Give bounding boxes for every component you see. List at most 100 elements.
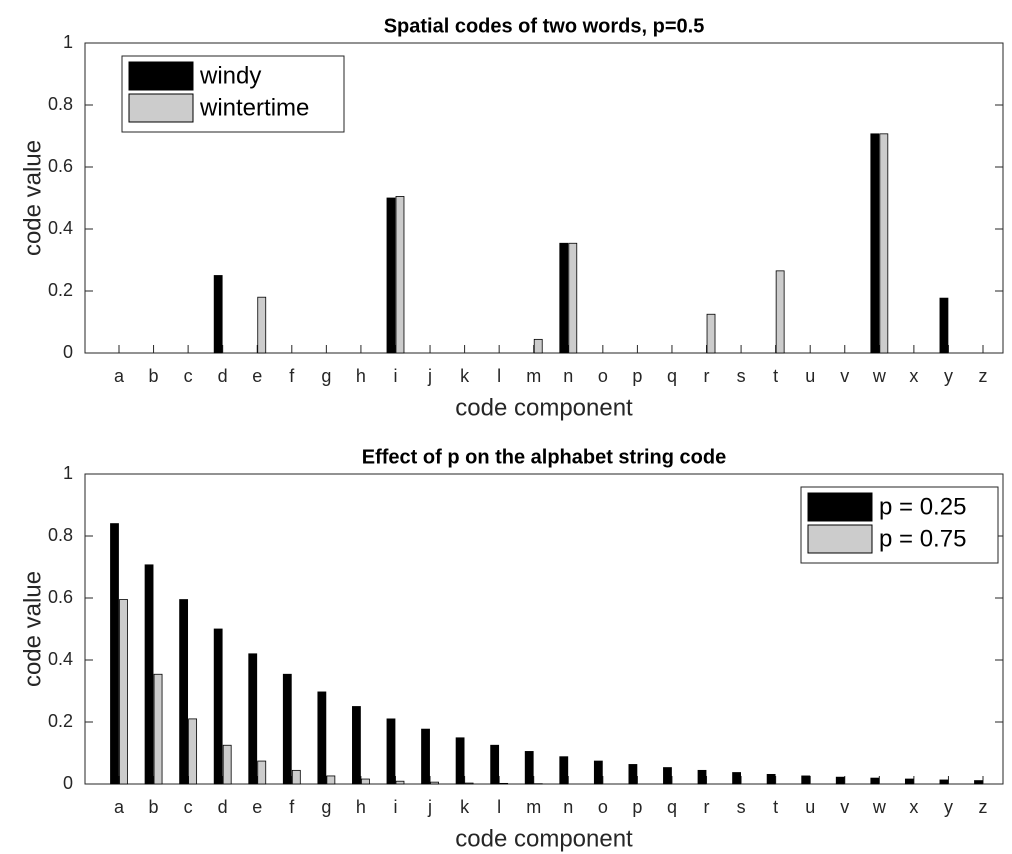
- x-tick-label: p: [632, 366, 642, 386]
- bar: [835, 776, 845, 785]
- legend-swatch: [128, 93, 194, 123]
- x-tick-label: j: [427, 366, 432, 386]
- bar: [386, 197, 396, 354]
- bar: [775, 270, 785, 354]
- x-tick-label: p: [632, 797, 642, 817]
- bar: [801, 775, 811, 785]
- x-tick-label: u: [805, 797, 815, 817]
- bar: [732, 772, 741, 785]
- x-tick-label: q: [667, 366, 677, 386]
- bar: [879, 133, 889, 354]
- bar: [291, 769, 301, 785]
- bar: [628, 764, 638, 785]
- x-tick-label: m: [526, 366, 541, 386]
- axes-box: [84, 473, 1004, 785]
- bar: [213, 628, 223, 785]
- bar: [766, 773, 776, 785]
- y-tick-label: 1: [63, 32, 73, 52]
- x-tick-label: e: [252, 366, 262, 386]
- bar: [110, 523, 119, 785]
- x-tick-label: k: [460, 366, 470, 386]
- x-tick-label: a: [114, 366, 125, 386]
- bar: [870, 133, 880, 354]
- x-tick-label: r: [704, 797, 710, 817]
- x-tick-label: f: [289, 366, 295, 386]
- x-tick-label: b: [149, 366, 159, 386]
- bar: [179, 599, 189, 785]
- x-tick-label: n: [563, 797, 573, 817]
- x-tick-label: f: [289, 797, 295, 817]
- x-tick-label: t: [773, 366, 778, 386]
- bar: [395, 196, 405, 354]
- bar: [119, 599, 128, 785]
- axes-box: [84, 42, 1004, 354]
- bar: [144, 564, 154, 785]
- x-tick-label: y: [944, 797, 953, 817]
- x-tick-label: x: [909, 366, 918, 386]
- bar: [352, 706, 361, 785]
- x-axis-label: code component: [455, 825, 633, 852]
- y-tick-label: 0.6: [48, 156, 73, 176]
- bar: [490, 744, 500, 785]
- x-tick-label: j: [427, 797, 432, 817]
- x-tick-label: x: [909, 797, 918, 817]
- legend-label: wintertime: [199, 94, 309, 121]
- x-tick-label: z: [979, 366, 988, 386]
- bar: [213, 275, 223, 354]
- x-tick-label: n: [563, 366, 573, 386]
- bar: [559, 756, 569, 785]
- x-tick-label: u: [805, 366, 815, 386]
- bar: [455, 737, 465, 785]
- x-tick-label: s: [737, 797, 746, 817]
- x-tick-label: g: [321, 366, 331, 386]
- bar: [559, 242, 569, 354]
- x-tick-label: k: [460, 797, 470, 817]
- bar: [222, 744, 232, 785]
- x-tick-label: w: [872, 797, 887, 817]
- y-tick-label: 0.4: [48, 649, 73, 669]
- legend-label: p = 0.75: [879, 525, 966, 552]
- x-tick-label: l: [497, 366, 501, 386]
- bar: [188, 718, 198, 785]
- x-tick-label: b: [149, 797, 159, 817]
- bar: [248, 653, 258, 785]
- bar: [257, 760, 267, 785]
- x-tick-label: t: [773, 797, 778, 817]
- x-axis-label: code component: [455, 394, 633, 421]
- x-tick-label: o: [598, 366, 608, 386]
- bar: [421, 728, 430, 785]
- legend-swatch: [128, 61, 194, 91]
- y-tick-label: 0.6: [48, 587, 73, 607]
- bar: [568, 242, 578, 354]
- x-tick-label: z: [979, 797, 988, 817]
- bar: [317, 691, 327, 785]
- bar: [524, 751, 534, 785]
- x-tick-label: c: [184, 797, 193, 817]
- x-tick-label: y: [944, 366, 953, 386]
- x-tick-label: o: [598, 797, 608, 817]
- x-tick-label: s: [737, 366, 746, 386]
- bar: [464, 782, 474, 785]
- x-tick-label: a: [114, 797, 125, 817]
- x-tick-label: v: [840, 797, 849, 817]
- x-tick-label: i: [393, 797, 397, 817]
- x-tick-label: i: [393, 366, 397, 386]
- x-tick-label: g: [321, 797, 331, 817]
- x-tick-label: r: [704, 366, 710, 386]
- bar: [706, 313, 716, 354]
- x-tick-label: d: [218, 366, 228, 386]
- bar: [257, 296, 267, 354]
- legend-swatch: [807, 492, 873, 522]
- bar: [870, 777, 880, 785]
- y-tick-label: 0.2: [48, 280, 73, 300]
- chart-title: Effect of p on the alphabet string code: [362, 446, 726, 468]
- y-tick-label: 0: [63, 342, 73, 362]
- bar: [153, 673, 163, 785]
- bar: [974, 780, 983, 785]
- x-tick-label: e: [252, 797, 262, 817]
- y-tick-label: 0.8: [48, 525, 73, 545]
- bar: [904, 778, 914, 785]
- bar: [430, 781, 439, 785]
- y-tick-label: 0.8: [48, 94, 73, 114]
